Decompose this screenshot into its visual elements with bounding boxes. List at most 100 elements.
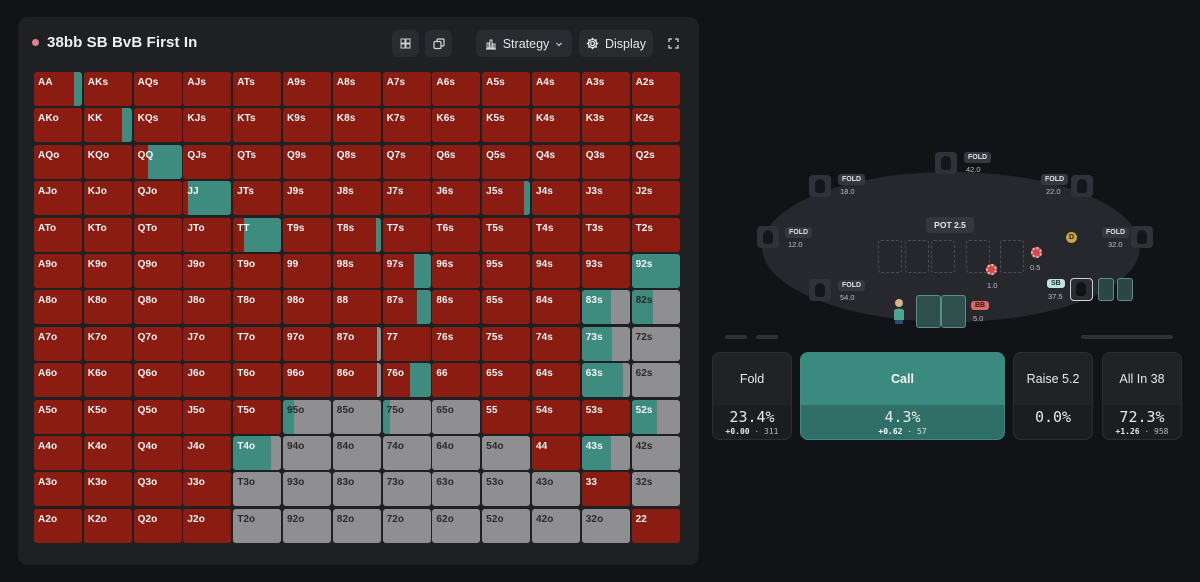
hand-cell-AKo[interactable]: AKo (34, 108, 82, 143)
hand-cell-32s[interactable]: 32s (631, 472, 680, 507)
hand-cell-43s[interactable]: 43s (581, 435, 630, 470)
hand-cell-J8o[interactable]: J8o (183, 290, 232, 325)
hand-cell-Q2s[interactable]: Q2s (631, 144, 680, 179)
hand-cell-64o[interactable]: 64o (432, 435, 481, 470)
hand-cell-74o[interactable]: 74o (382, 435, 431, 470)
hand-cell-85s[interactable]: 85s (482, 290, 531, 325)
hand-cell-52o[interactable]: 52o (482, 508, 531, 543)
hand-cell-98s[interactable]: 98s (332, 253, 381, 288)
hand-cell-82o[interactable]: 82o (332, 508, 381, 543)
hand-cell-52s[interactable]: 52s (631, 399, 680, 434)
hand-cell-J6o[interactable]: J6o (183, 363, 232, 398)
hand-cell-Q8s[interactable]: Q8s (332, 144, 381, 179)
display-button[interactable]: Display (579, 30, 653, 57)
hand-cell-T3s[interactable]: T3s (581, 217, 630, 252)
hand-cell-63s[interactable]: 63s (581, 363, 630, 398)
hand-cell-T3o[interactable]: T3o (233, 472, 282, 507)
hand-cell-76o[interactable]: 76o (382, 363, 431, 398)
hand-cell-K3o[interactable]: K3o (83, 472, 132, 507)
hand-cell-A9o[interactable]: A9o (34, 253, 82, 288)
hand-cell-96o[interactable]: 96o (282, 363, 331, 398)
action-allin[interactable]: All In 38 72.3% +1.26 · 958 (1102, 352, 1182, 440)
hand-cell-72o[interactable]: 72o (382, 508, 431, 543)
hand-cell-AJs[interactable]: AJs (183, 72, 232, 106)
hand-cell-T9o[interactable]: T9o (233, 253, 282, 288)
hand-cell-53s[interactable]: 53s (581, 399, 630, 434)
hand-cell-KTs[interactable]: KTs (233, 108, 282, 143)
action-call[interactable]: Call 4.3% +0.62 · 57 (800, 352, 1005, 440)
hand-cell-95s[interactable]: 95s (482, 253, 531, 288)
hand-cell-97o[interactable]: 97o (282, 326, 331, 361)
hand-cell-T4o[interactable]: T4o (233, 435, 282, 470)
hand-cell-73o[interactable]: 73o (382, 472, 431, 507)
hand-cell-AJo[interactable]: AJo (34, 181, 82, 216)
hand-cell-K4s[interactable]: K4s (531, 108, 580, 143)
copy-button[interactable] (425, 30, 452, 57)
hero-avatar[interactable] (1070, 278, 1093, 301)
hand-cell-Q7s[interactable]: Q7s (382, 144, 431, 179)
hand-cell-A4s[interactable]: A4s (531, 72, 580, 106)
hand-cell-A2o[interactable]: A2o (34, 508, 82, 543)
hand-cell-94o[interactable]: 94o (282, 435, 331, 470)
hand-cell-88[interactable]: 88 (332, 290, 381, 325)
hand-cell-63o[interactable]: 63o (432, 472, 481, 507)
hand-cell-K4o[interactable]: K4o (83, 435, 132, 470)
hand-cell-33[interactable]: 33 (581, 472, 630, 507)
hand-cell-J3o[interactable]: J3o (183, 472, 232, 507)
hand-cell-65o[interactable]: 65o (432, 399, 481, 434)
hand-cell-73s[interactable]: 73s (581, 326, 630, 361)
hand-cell-54o[interactable]: 54o (482, 435, 531, 470)
hand-cell-K5o[interactable]: K5o (83, 399, 132, 434)
hand-cell-85o[interactable]: 85o (332, 399, 381, 434)
hand-cell-QJo[interactable]: QJo (133, 181, 182, 216)
hand-cell-K8s[interactable]: K8s (332, 108, 381, 143)
hand-cell-ATo[interactable]: ATo (34, 217, 82, 252)
hand-cell-K3s[interactable]: K3s (581, 108, 630, 143)
hand-cell-65s[interactable]: 65s (482, 363, 531, 398)
hand-cell-66[interactable]: 66 (432, 363, 481, 398)
hand-cell-A8o[interactable]: A8o (34, 290, 82, 325)
hand-cell-K2s[interactable]: K2s (631, 108, 680, 143)
hand-cell-93o[interactable]: 93o (282, 472, 331, 507)
hand-cell-K6s[interactable]: K6s (432, 108, 481, 143)
hand-cell-T8o[interactable]: T8o (233, 290, 282, 325)
hand-cell-Q6o[interactable]: Q6o (133, 363, 182, 398)
hand-cell-53o[interactable]: 53o (482, 472, 531, 507)
hand-cell-T5s[interactable]: T5s (482, 217, 531, 252)
tab-stub-3[interactable] (1081, 335, 1173, 339)
hand-cell-82s[interactable]: 82s (631, 290, 680, 325)
hand-cell-Q7o[interactable]: Q7o (133, 326, 182, 361)
hand-cell-J5o[interactable]: J5o (183, 399, 232, 434)
expand-button[interactable] (660, 30, 687, 57)
hand-cell-43o[interactable]: 43o (531, 472, 580, 507)
hand-cell-A9s[interactable]: A9s (282, 72, 331, 106)
hand-cell-A8s[interactable]: A8s (332, 72, 381, 106)
hand-cell-K2o[interactable]: K2o (83, 508, 132, 543)
hand-cell-J6s[interactable]: J6s (432, 181, 481, 216)
hand-cell-TT[interactable]: TT (233, 217, 282, 252)
hand-cell-KQs[interactable]: KQs (133, 108, 182, 143)
hand-cell-JJ[interactable]: JJ (183, 181, 232, 216)
hand-cell-96s[interactable]: 96s (432, 253, 481, 288)
hand-cell-Q4s[interactable]: Q4s (531, 144, 580, 179)
hand-cell-T2o[interactable]: T2o (233, 508, 282, 543)
hand-cell-42s[interactable]: 42s (631, 435, 680, 470)
hand-cell-T6o[interactable]: T6o (233, 363, 282, 398)
hand-cell-86s[interactable]: 86s (432, 290, 481, 325)
hand-cell-T5o[interactable]: T5o (233, 399, 282, 434)
hand-cell-62s[interactable]: 62s (631, 363, 680, 398)
hand-cell-Q5o[interactable]: Q5o (133, 399, 182, 434)
hand-cell-K5s[interactable]: K5s (482, 108, 531, 143)
hand-cell-KJo[interactable]: KJo (83, 181, 132, 216)
hand-cell-Q9o[interactable]: Q9o (133, 253, 182, 288)
hand-cell-77[interactable]: 77 (382, 326, 431, 361)
hand-cell-54s[interactable]: 54s (531, 399, 580, 434)
hand-cell-A3s[interactable]: A3s (581, 72, 630, 106)
hand-cell-Q3o[interactable]: Q3o (133, 472, 182, 507)
hand-cell-A3o[interactable]: A3o (34, 472, 82, 507)
hand-cell-A5s[interactable]: A5s (482, 72, 531, 106)
hand-cell-87s[interactable]: 87s (382, 290, 431, 325)
hand-cell-22[interactable]: 22 (631, 508, 680, 543)
hand-cell-44[interactable]: 44 (531, 435, 580, 470)
hand-cell-A7s[interactable]: A7s (382, 72, 431, 106)
